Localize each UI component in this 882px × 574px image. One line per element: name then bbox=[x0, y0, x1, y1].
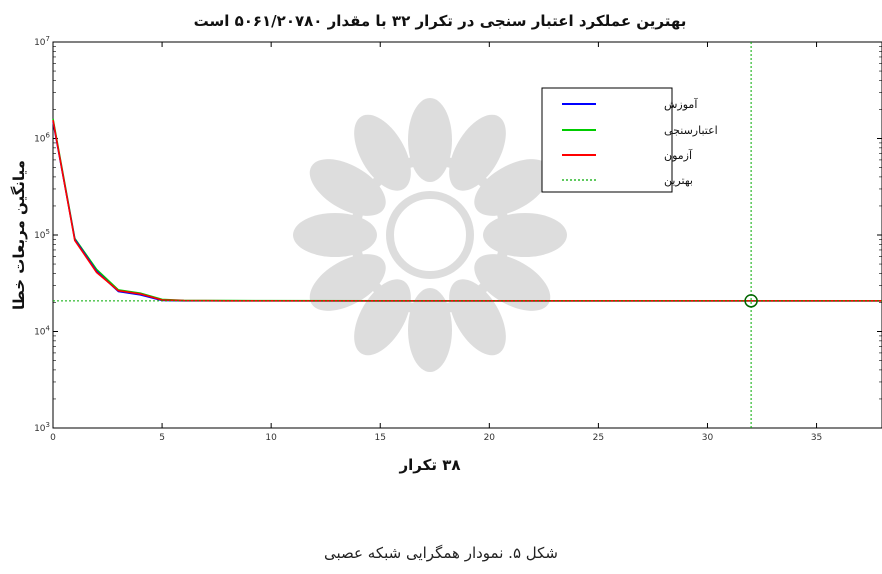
watermark-petal bbox=[474, 159, 551, 216]
series-layer bbox=[52, 42, 882, 428]
legend-label-best: بهترین bbox=[664, 174, 693, 187]
x-tick-label: 20 bbox=[484, 433, 496, 443]
watermark-petal bbox=[483, 213, 567, 257]
legend: آموزش اعتبارسنجی آزمون بهترین bbox=[541, 87, 718, 193]
y-tick-label: 103 bbox=[34, 421, 50, 434]
x-tick-label: 15 bbox=[375, 433, 386, 443]
watermark-ring bbox=[350, 155, 510, 315]
y-tick-label: 104 bbox=[34, 325, 50, 338]
x-axis: 0 5 10 15 20 25 30 35 bbox=[50, 42, 822, 443]
watermark-petal bbox=[408, 98, 452, 182]
x-tick-label: 35 bbox=[811, 433, 822, 443]
legend-label-train: آموزش bbox=[664, 97, 698, 111]
y-tick-label: 107 bbox=[34, 35, 50, 48]
y-tick-label: 105 bbox=[34, 228, 50, 241]
watermark-petal bbox=[474, 254, 551, 311]
watermark-inner-ring bbox=[386, 191, 474, 279]
x-tick-label: 10 bbox=[265, 433, 277, 443]
watermark-logo bbox=[293, 98, 567, 372]
watermark-petal bbox=[354, 279, 411, 356]
watermark-petal bbox=[449, 279, 506, 356]
y-axis: 103 104 105 106 107 bbox=[34, 35, 882, 434]
figure-caption: شکل ۵. نمودار همگرایی شبکه عصبی bbox=[324, 544, 558, 562]
watermark-petal bbox=[309, 254, 386, 311]
y-tick-label: 106 bbox=[34, 132, 50, 145]
legend-box bbox=[541, 87, 673, 193]
legend-label-validation: اعتبارسنجی bbox=[664, 124, 718, 137]
legend-label-test: آزمون bbox=[664, 148, 693, 162]
x-tick-label: 0 bbox=[50, 433, 56, 443]
watermark-petal bbox=[408, 288, 452, 372]
x-tick-label: 25 bbox=[593, 433, 604, 443]
watermark-petal bbox=[309, 159, 386, 216]
best-point-marker bbox=[744, 294, 758, 308]
x-tick-label: 30 bbox=[702, 433, 714, 443]
watermark-petal bbox=[354, 114, 411, 191]
watermark-petal bbox=[449, 114, 506, 191]
x-tick-label: 5 bbox=[159, 433, 165, 443]
y-axis-label: میانگین مربعات خطا bbox=[10, 160, 28, 310]
x-axis-label: ۳۸ تکرار bbox=[399, 456, 461, 474]
chart-title: بهترین عملکرد اعتبار سنجی در تکرار ۳۲ با… bbox=[194, 12, 687, 30]
watermark-petal bbox=[293, 213, 377, 257]
